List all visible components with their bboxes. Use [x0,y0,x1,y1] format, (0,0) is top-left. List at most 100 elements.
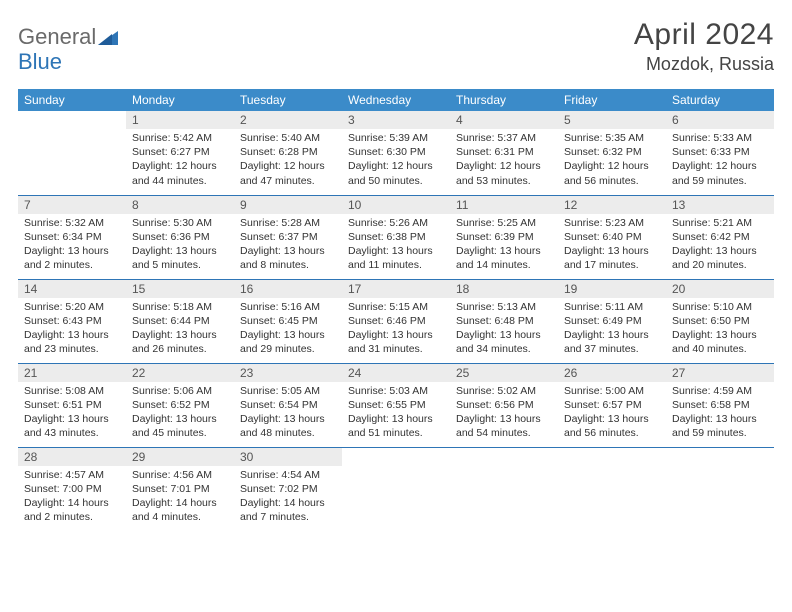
day-details: Sunrise: 5:16 AMSunset: 6:45 PMDaylight:… [234,298,342,361]
day-number: 23 [234,364,342,382]
calendar-day-cell: 17Sunrise: 5:15 AMSunset: 6:46 PMDayligh… [342,279,450,363]
calendar-day-cell: 22Sunrise: 5:06 AMSunset: 6:52 PMDayligh… [126,363,234,447]
day-details: Sunrise: 5:18 AMSunset: 6:44 PMDaylight:… [126,298,234,361]
day-details: Sunrise: 5:32 AMSunset: 6:34 PMDaylight:… [18,214,126,277]
calendar-day-cell: 2Sunrise: 5:40 AMSunset: 6:28 PMDaylight… [234,111,342,195]
calendar-day-cell: 14Sunrise: 5:20 AMSunset: 6:43 PMDayligh… [18,279,126,363]
day-details: Sunrise: 5:25 AMSunset: 6:39 PMDaylight:… [450,214,558,277]
calendar-day-cell: 6Sunrise: 5:33 AMSunset: 6:33 PMDaylight… [666,111,774,195]
day-number: 18 [450,280,558,298]
calendar-day-cell: 18Sunrise: 5:13 AMSunset: 6:48 PMDayligh… [450,279,558,363]
day-number: 25 [450,364,558,382]
calendar-empty-cell [18,111,126,195]
day-number: 11 [450,196,558,214]
day-number: 9 [234,196,342,214]
day-details: Sunrise: 5:11 AMSunset: 6:49 PMDaylight:… [558,298,666,361]
logo: General [18,24,120,50]
day-details: Sunrise: 5:21 AMSunset: 6:42 PMDaylight:… [666,214,774,277]
day-details: Sunrise: 5:23 AMSunset: 6:40 PMDaylight:… [558,214,666,277]
calendar-table: SundayMondayTuesdayWednesdayThursdayFrid… [18,89,774,531]
calendar-week-row: 7Sunrise: 5:32 AMSunset: 6:34 PMDaylight… [18,195,774,279]
calendar-week-row: 14Sunrise: 5:20 AMSunset: 6:43 PMDayligh… [18,279,774,363]
day-details: Sunrise: 5:08 AMSunset: 6:51 PMDaylight:… [18,382,126,445]
calendar-day-cell: 21Sunrise: 5:08 AMSunset: 6:51 PMDayligh… [18,363,126,447]
weekday-header: Sunday [18,89,126,111]
calendar-week-row: 21Sunrise: 5:08 AMSunset: 6:51 PMDayligh… [18,363,774,447]
day-details: Sunrise: 5:40 AMSunset: 6:28 PMDaylight:… [234,129,342,192]
day-number: 20 [666,280,774,298]
day-details: Sunrise: 5:15 AMSunset: 6:46 PMDaylight:… [342,298,450,361]
day-details: Sunrise: 5:42 AMSunset: 6:27 PMDaylight:… [126,129,234,192]
calendar-empty-cell [450,447,558,531]
day-number: 10 [342,196,450,214]
weekday-header: Wednesday [342,89,450,111]
day-details: Sunrise: 4:54 AMSunset: 7:02 PMDaylight:… [234,466,342,529]
day-details: Sunrise: 5:10 AMSunset: 6:50 PMDaylight:… [666,298,774,361]
calendar-empty-cell [342,447,450,531]
day-details: Sunrise: 5:37 AMSunset: 6:31 PMDaylight:… [450,129,558,192]
month-title: April 2024 [634,18,774,52]
day-number: 28 [18,448,126,466]
day-details: Sunrise: 5:02 AMSunset: 6:56 PMDaylight:… [450,382,558,445]
day-number: 30 [234,448,342,466]
calendar-day-cell: 30Sunrise: 4:54 AMSunset: 7:02 PMDayligh… [234,447,342,531]
day-details: Sunrise: 4:56 AMSunset: 7:01 PMDaylight:… [126,466,234,529]
day-details: Sunrise: 4:57 AMSunset: 7:00 PMDaylight:… [18,466,126,529]
calendar-day-cell: 1Sunrise: 5:42 AMSunset: 6:27 PMDaylight… [126,111,234,195]
day-number: 6 [666,111,774,129]
calendar-day-cell: 19Sunrise: 5:11 AMSunset: 6:49 PMDayligh… [558,279,666,363]
day-details: Sunrise: 5:26 AMSunset: 6:38 PMDaylight:… [342,214,450,277]
weekday-header-row: SundayMondayTuesdayWednesdayThursdayFrid… [18,89,774,111]
weekday-header: Friday [558,89,666,111]
logo-text-blue: Blue [18,49,62,75]
logo-triangle-icon [98,29,118,45]
day-number: 16 [234,280,342,298]
day-number: 22 [126,364,234,382]
day-number: 13 [666,196,774,214]
calendar-day-cell: 25Sunrise: 5:02 AMSunset: 6:56 PMDayligh… [450,363,558,447]
weekday-header: Thursday [450,89,558,111]
day-number: 5 [558,111,666,129]
day-number: 2 [234,111,342,129]
day-number: 7 [18,196,126,214]
logo-text-general: General [18,24,96,50]
day-number: 19 [558,280,666,298]
calendar-day-cell: 20Sunrise: 5:10 AMSunset: 6:50 PMDayligh… [666,279,774,363]
calendar-empty-cell [666,447,774,531]
calendar-day-cell: 26Sunrise: 5:00 AMSunset: 6:57 PMDayligh… [558,363,666,447]
day-number: 29 [126,448,234,466]
calendar-day-cell: 23Sunrise: 5:05 AMSunset: 6:54 PMDayligh… [234,363,342,447]
day-details: Sunrise: 5:30 AMSunset: 6:36 PMDaylight:… [126,214,234,277]
calendar-day-cell: 5Sunrise: 5:35 AMSunset: 6:32 PMDaylight… [558,111,666,195]
day-number: 15 [126,280,234,298]
calendar-week-row: 28Sunrise: 4:57 AMSunset: 7:00 PMDayligh… [18,447,774,531]
calendar-day-cell: 27Sunrise: 4:59 AMSunset: 6:58 PMDayligh… [666,363,774,447]
calendar-day-cell: 7Sunrise: 5:32 AMSunset: 6:34 PMDaylight… [18,195,126,279]
day-number: 8 [126,196,234,214]
calendar-day-cell: 16Sunrise: 5:16 AMSunset: 6:45 PMDayligh… [234,279,342,363]
weekday-header: Monday [126,89,234,111]
day-details: Sunrise: 5:06 AMSunset: 6:52 PMDaylight:… [126,382,234,445]
calendar-week-row: 1Sunrise: 5:42 AMSunset: 6:27 PMDaylight… [18,111,774,195]
calendar-day-cell: 12Sunrise: 5:23 AMSunset: 6:40 PMDayligh… [558,195,666,279]
weekday-header: Saturday [666,89,774,111]
day-details: Sunrise: 5:00 AMSunset: 6:57 PMDaylight:… [558,382,666,445]
calendar-day-cell: 29Sunrise: 4:56 AMSunset: 7:01 PMDayligh… [126,447,234,531]
day-number: 17 [342,280,450,298]
calendar-day-cell: 11Sunrise: 5:25 AMSunset: 6:39 PMDayligh… [450,195,558,279]
calendar-day-cell: 13Sunrise: 5:21 AMSunset: 6:42 PMDayligh… [666,195,774,279]
calendar-day-cell: 4Sunrise: 5:37 AMSunset: 6:31 PMDaylight… [450,111,558,195]
calendar-empty-cell [558,447,666,531]
day-details: Sunrise: 5:35 AMSunset: 6:32 PMDaylight:… [558,129,666,192]
weekday-header: Tuesday [234,89,342,111]
day-details: Sunrise: 5:33 AMSunset: 6:33 PMDaylight:… [666,129,774,192]
calendar-day-cell: 8Sunrise: 5:30 AMSunset: 6:36 PMDaylight… [126,195,234,279]
day-number: 24 [342,364,450,382]
day-number: 1 [126,111,234,129]
calendar-day-cell: 24Sunrise: 5:03 AMSunset: 6:55 PMDayligh… [342,363,450,447]
calendar-day-cell: 10Sunrise: 5:26 AMSunset: 6:38 PMDayligh… [342,195,450,279]
day-details: Sunrise: 5:39 AMSunset: 6:30 PMDaylight:… [342,129,450,192]
day-number: 3 [342,111,450,129]
day-number: 27 [666,364,774,382]
day-details: Sunrise: 5:05 AMSunset: 6:54 PMDaylight:… [234,382,342,445]
